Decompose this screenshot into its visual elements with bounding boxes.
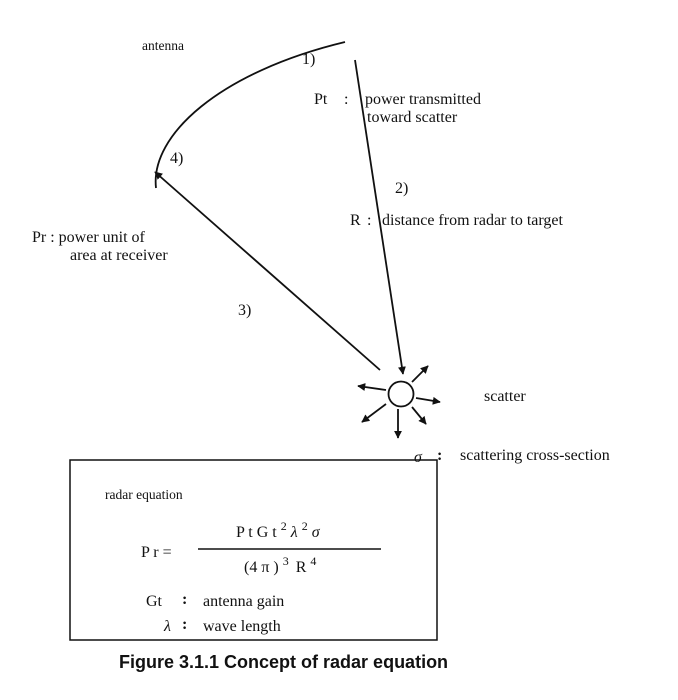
def-lambda-desc: wave length [203, 618, 281, 635]
antenna-label: antenna [142, 38, 184, 53]
r-colon: : [367, 212, 371, 229]
sigma-desc: scattering cross-section [460, 447, 610, 464]
figure-caption: Figure 3.1.1 Concept of radar equation [119, 652, 448, 672]
def-gt-desc: antenna gain [203, 593, 284, 610]
equation-title: radar equation [105, 487, 183, 502]
sigma-symbol: σ [414, 449, 423, 466]
denominator-exp2: 4 [310, 554, 316, 568]
def-gt-symbol: Gt [146, 593, 163, 610]
numerator-base: P t G t [236, 524, 277, 541]
r-desc: distance from radar to target [382, 212, 564, 229]
scatter-ray [411, 365, 429, 383]
step-4-label: 4) [170, 150, 183, 167]
r-symbol: R [350, 212, 361, 229]
step-3-label: 3) [238, 302, 251, 319]
sigma-colon: : [437, 447, 442, 464]
numerator-sigma: σ [312, 524, 321, 541]
numerator-lambda: λ [290, 524, 298, 541]
step-1-label: 1) [302, 51, 315, 68]
pt-desc-line1: power transmitted [365, 91, 481, 108]
scatter-ray [411, 406, 427, 425]
pt-symbol: Pt [314, 91, 328, 108]
equation-lhs: P r = [141, 544, 172, 561]
scatter-object [387, 380, 415, 408]
pt-desc-line2: toward scatter [367, 109, 458, 126]
def-gt-colon: : [182, 591, 187, 608]
antenna-dish [154, 41, 346, 189]
scatter-ray [361, 403, 387, 423]
pr-line1: Pr : power unit of [32, 229, 146, 246]
equation-numerator: P t G t 2 λ 2 σ [236, 517, 321, 541]
denominator-base: (4 π ) [244, 559, 279, 576]
pr-line2: area at receiver [70, 247, 168, 264]
equation-box [69, 459, 438, 641]
numerator-exp1: 2 [281, 519, 287, 533]
denominator-r: R [296, 559, 307, 576]
def-lambda-symbol: λ [163, 618, 171, 635]
step-2-label: 2) [395, 180, 408, 197]
scatter-ray [357, 383, 387, 391]
scatter-ray [415, 396, 441, 405]
def-lambda-colon: : [182, 616, 187, 633]
pt-colon: : [344, 91, 348, 108]
scatter-rays [357, 365, 441, 439]
numerator-exp2: 2 [302, 519, 308, 533]
denominator-exp1: 3 [283, 554, 289, 568]
return-arrow [154, 171, 381, 371]
scatter-label: scatter [484, 388, 526, 405]
transmit-arrow [354, 59, 406, 375]
equation-denominator: (4 π ) 3 R 4 [244, 552, 316, 576]
